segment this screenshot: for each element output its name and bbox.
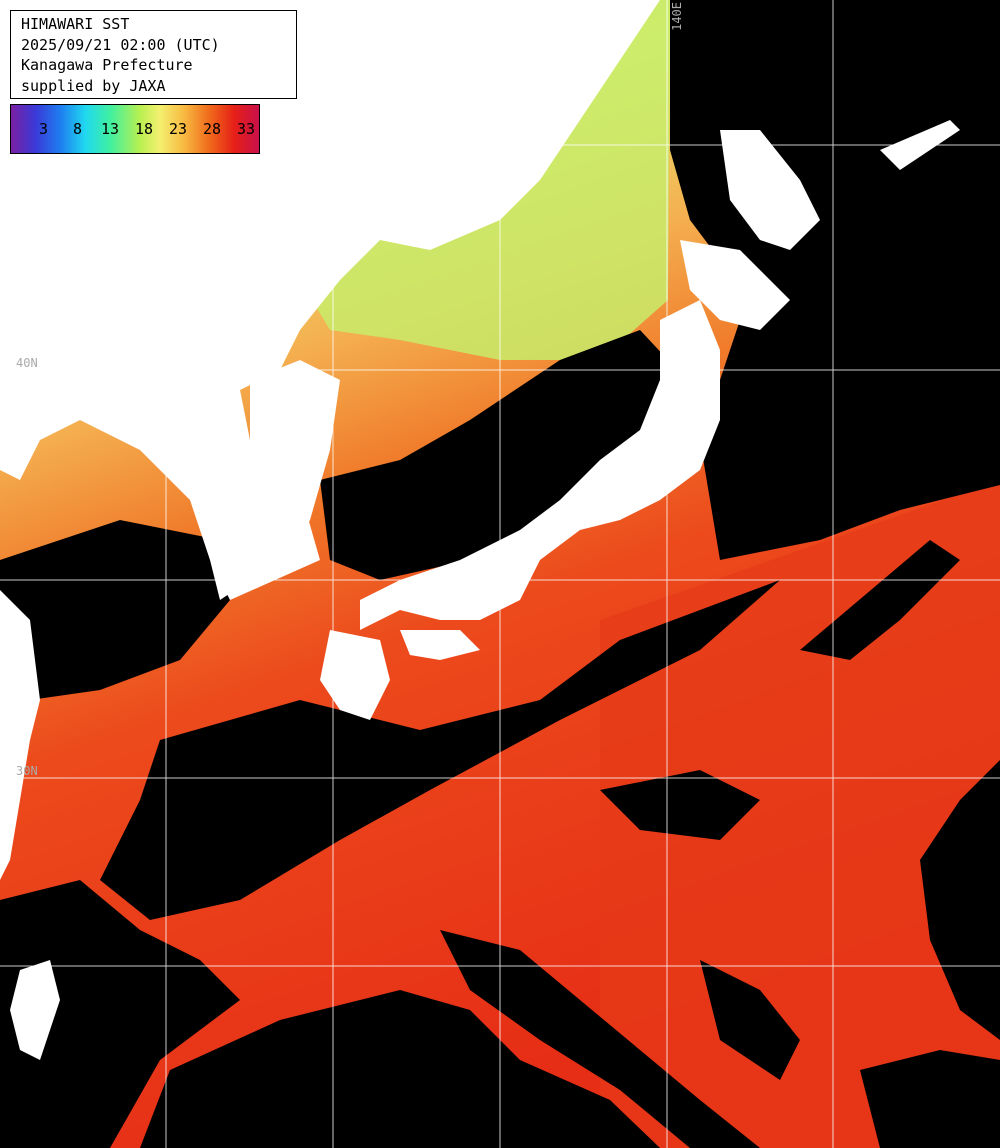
honshu [360,300,720,630]
longitude-label-140e: 140E [670,2,684,31]
title-line-datetime: 2025/09/21 02:00 (UTC) [21,35,220,54]
legend-tick: 28 [203,120,222,138]
legend-tick: 13 [101,120,120,138]
legend-tick: 8 [73,120,83,138]
taiwan [10,960,60,1060]
china-coast [0,590,40,880]
sea-of-japan-cool-area [300,0,670,360]
title-line-product: HIMAWARI SST [21,15,130,33]
legend-tick: 23 [169,120,188,138]
map-title-box: HIMAWARI SST 2025/09/21 02:00 (UTC) Kana… [10,10,297,99]
latitude-label-30n: 30N [16,764,38,778]
shikoku [400,630,480,660]
korean-peninsula [210,360,340,600]
latitude-label-40n: 40N [16,356,38,370]
shandong [0,340,80,440]
legend-tick: 18 [135,120,154,138]
hokkaido [680,240,790,330]
legend-tick: 3 [39,120,49,138]
title-line-region: Kanagawa Prefecture [21,56,193,74]
legend-tick: 33 [237,120,256,138]
temperature-color-scale: 3 8 13 18 23 28 33 [10,104,260,154]
kyushu [320,630,390,720]
title-line-source: supplied by JAXA [21,76,166,95]
sakhalin [720,130,820,250]
